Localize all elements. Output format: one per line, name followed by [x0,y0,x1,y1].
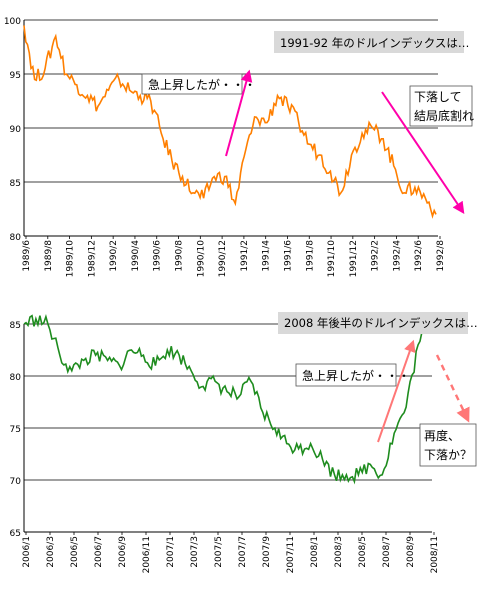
chart-2-y-tick-label: 70 [10,477,22,487]
chart-2-x-tick-label: 2007/11 [286,536,296,573]
chart-2-annotation-2-line-1: 再度、 [424,428,460,443]
chart-2-y-tick-label: 80 [10,373,22,383]
chart-1-y-tick-label: 100 [4,17,21,27]
chart-1-x-tick-label: 1991/6 [283,240,293,272]
chart-1-y-axis: 80 85 90 95 100 [4,17,21,243]
chart-2-title-box [278,312,468,334]
chart-2-y-tick-label: 75 [10,425,21,435]
chart-2-x-tick-label: 2008/3 [334,536,344,568]
chart-2-y-tick-label: 85 [10,321,21,331]
chart-1-title: 1991-92 年のドルインデックスは… [280,36,469,50]
chart-2-x-tick-label: 2008/1 [310,536,320,568]
chart-2-x-tick-label: 2006/3 [46,536,56,568]
chart-2-arrow-up [377,339,416,443]
chart-2-x-tick-label: 2008/11 [430,536,440,573]
chart-1-x-tick-label: 1991/10 [327,240,337,278]
chart-2-annotation-1: 急上昇したが・・・ [302,368,410,383]
chart-1-x-tick-label: 1991/12 [349,240,359,277]
chart-2-series-line [23,313,431,485]
chart-1-x-tick-label: 1990/4 [131,240,141,272]
chart-2-x-tick-label: 2008/9 [406,536,416,568]
chart-1-annotation-2-line-1: 下落して [414,90,462,104]
chart-2-x-tick-label: 2006/11 [142,536,152,573]
chart-1-x-tick-label: 1992/8 [436,240,446,272]
chart-2-x-tick-label: 2006/7 [94,536,104,568]
chart-1-arrow-down [381,91,465,214]
chart-1-x-tick-label: 1991/2 [240,240,250,272]
chart-1-x-tick-label: 1990/6 [153,240,163,272]
chart-1-x-tick-label: 1991/4 [262,240,272,272]
chart-1-arrow-up [225,69,253,157]
chart-2-title: 2008 年後半のドルインデックスは… [284,316,478,330]
chart-1-y-tick-label: 95 [10,71,21,81]
chart-1-x-tick-label: 1990/8 [175,240,185,272]
chart-2-x-axis: 2006/1 2006/3 2006/5 2006/7 2006/9 2006/11 200… [22,532,440,573]
chart-1-x-tick-label: 1992/4 [392,240,402,272]
chart-2-gridlines [24,323,432,481]
chart-2-x-tick-label: 2007/1 [166,536,176,568]
chart-1-x-tick-label: 1989/12 [87,240,97,277]
chart-2-annotation-2-box [419,423,477,467]
chart-1-x-tick-label: 1992/6 [414,240,424,272]
chart-2-x-tick-label: 2007/7 [238,536,248,568]
chart-1-title-box [274,31,464,53]
chart-1-y-tick-label: 90 [10,125,22,135]
chart-1-annotation-2-line-2: 結局底割れ [414,108,474,123]
chart-1-y-tick-label: 85 [10,179,21,189]
chart-1-annotation-2-box [409,85,473,127]
chart-1-x-tick-label: 1990/12 [218,240,228,277]
chart-1-x-axis: 1989/6 1989/8 1989/10 1989/12 1990/2 1990/4 19… [22,236,446,277]
chart-2-annotation-1-box [295,363,397,387]
chart-1-series-line [23,25,437,219]
chart-2-annotation-2-line-2: 下落か？ [424,448,472,462]
chart-2-x-tick-label: 2006/1 [22,536,32,568]
chart-1-x-tick-label: 1990/2 [109,240,119,272]
chart-1-x-tick-label: 1992/2 [371,240,381,272]
chart-1-annotation-1: 急上昇したが・・・ [148,77,256,92]
chart-1-x-tick-label: 1989/10 [66,240,76,278]
chart-2-arrow-down [435,354,470,423]
chart-1-x-tick-label: 1991/8 [305,240,315,272]
chart-2-x-tick-label: 2006/5 [70,536,80,568]
chart-2-x-tick-label: 2008/5 [358,536,368,568]
chart-2-x-tick-label: 2007/5 [214,536,224,568]
chart-2-x-tick-label: 2007/3 [190,536,200,568]
chart-1-x-tick-label: 1989/8 [44,240,54,272]
chart-2-y-tick-label: 65 [10,529,21,539]
chart-2-x-tick-label: 2006/9 [118,536,128,568]
chart-2-x-tick-label: 2008/7 [382,536,392,568]
chart-1-x-tick-label: 1989/6 [22,240,32,272]
chart-2-x-tick-label: 2007/9 [262,536,272,568]
chart-1-annotation-1-box [141,73,243,95]
chart-1-y-tick-label: 80 [10,233,22,243]
chart-2-y-axis: 65 70 75 80 85 [10,321,22,539]
chart-1-x-tick-label: 1990/10 [196,240,206,278]
